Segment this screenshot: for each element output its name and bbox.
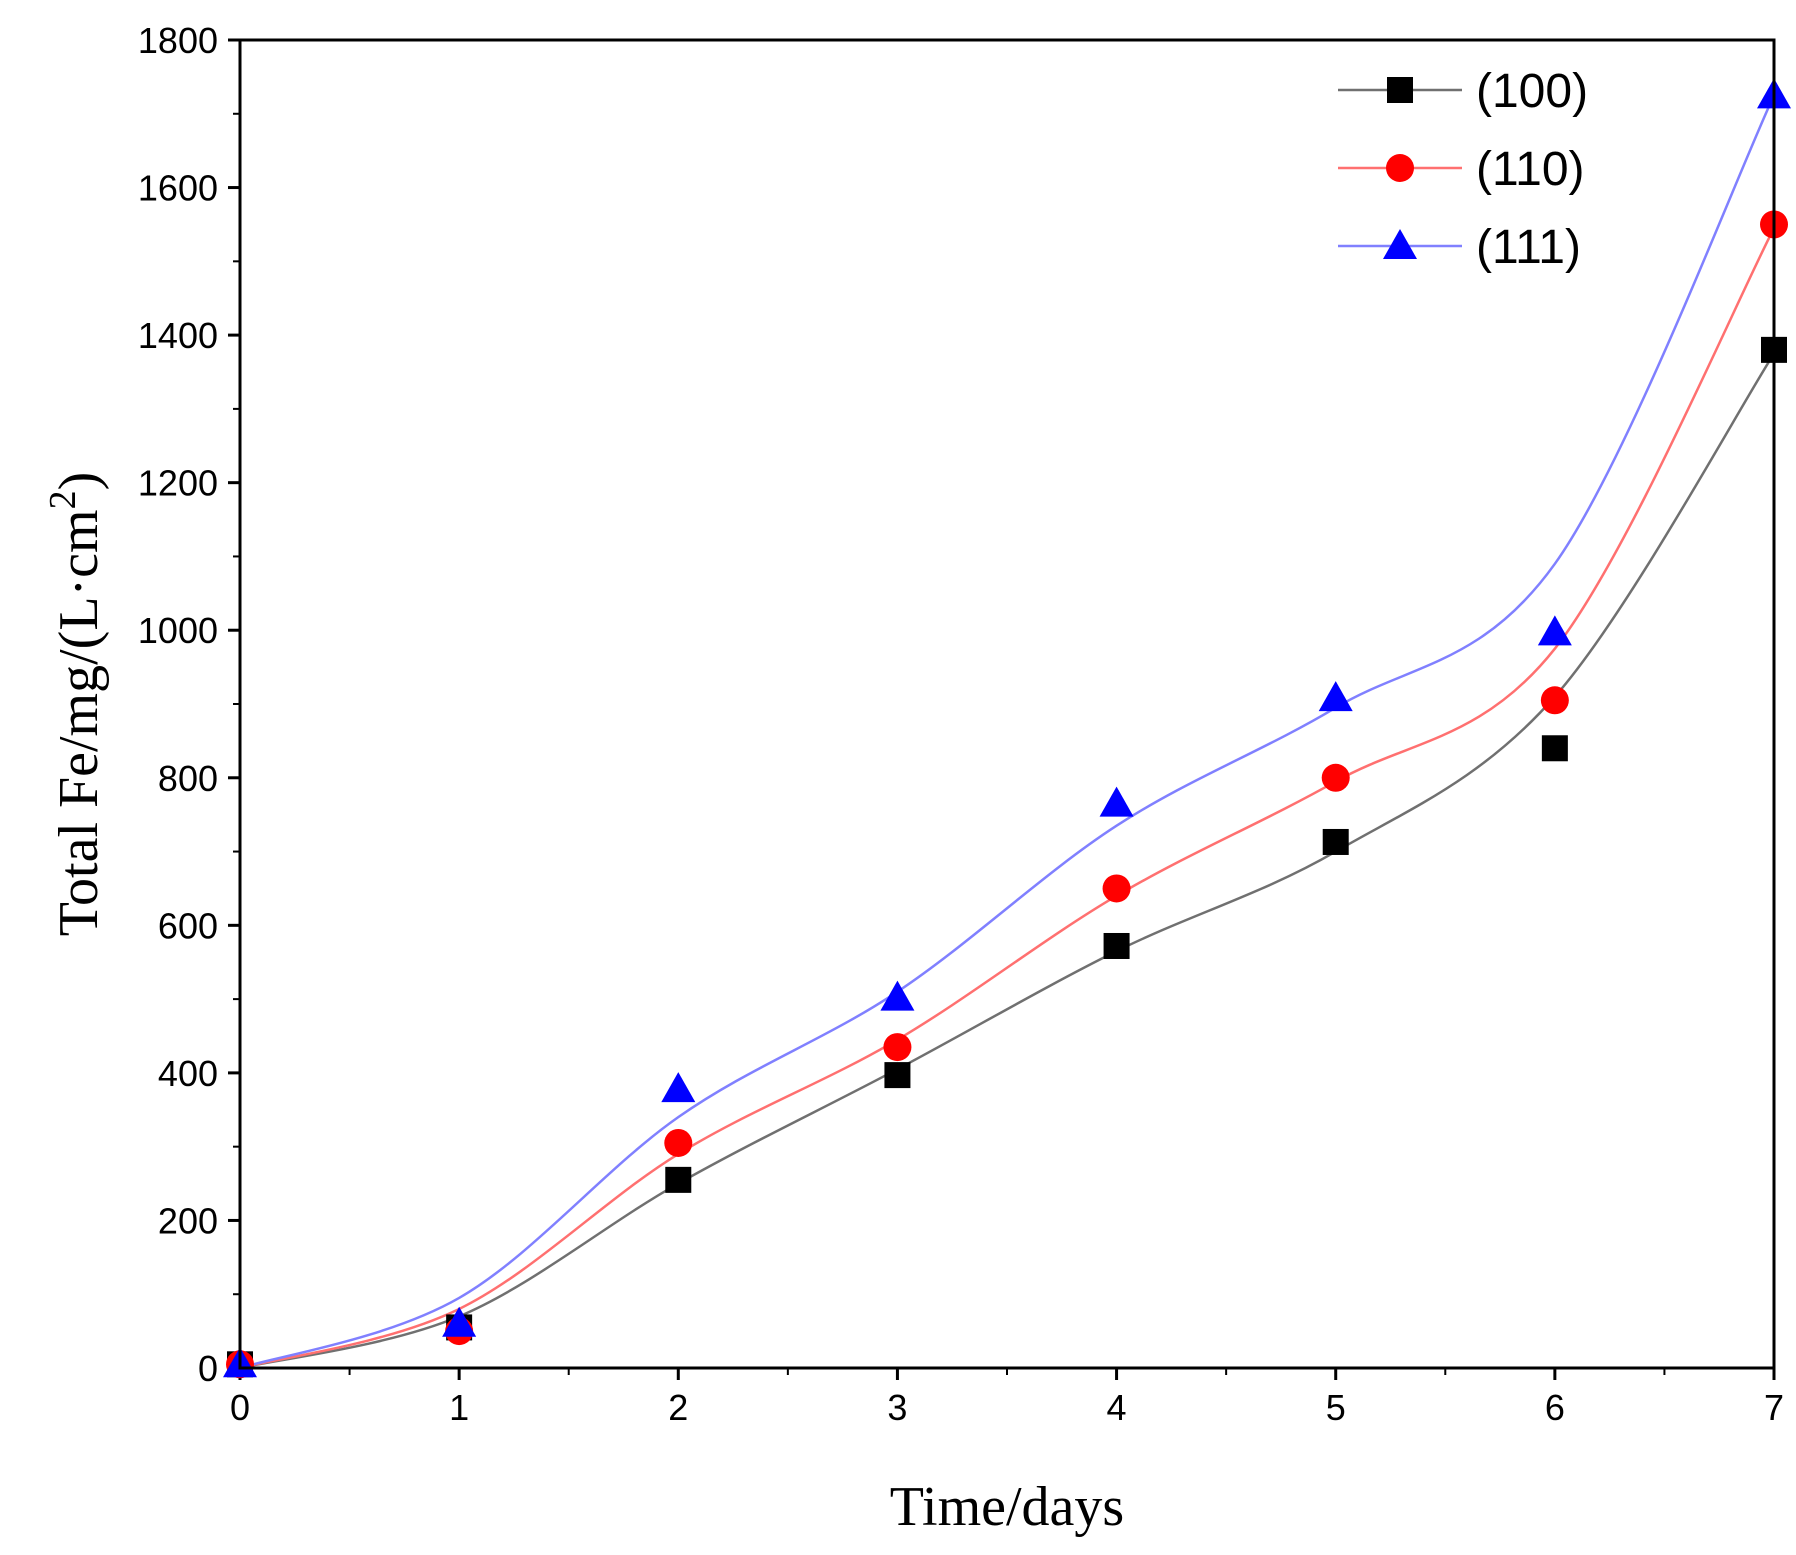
data-point-series-1 bbox=[1321, 763, 1350, 792]
x-axis-title: Time/days bbox=[890, 1476, 1124, 1538]
data-point-series-0 bbox=[1103, 932, 1130, 959]
plot-frame bbox=[238, 38, 1776, 1370]
data-point-series-2 bbox=[661, 1072, 696, 1103]
data-point-series-2 bbox=[1537, 615, 1572, 646]
legend-marker bbox=[1387, 77, 1413, 103]
y-tick-label: 1400 bbox=[138, 315, 218, 356]
fit-line-series-2 bbox=[239, 94, 1776, 1370]
data-point-series-0 bbox=[1322, 828, 1349, 855]
x-tick-label: 5 bbox=[1326, 1387, 1346, 1428]
fit-line-series-1 bbox=[239, 227, 1776, 1370]
y-tick-label: 200 bbox=[158, 1200, 218, 1241]
x-tick-label: 1 bbox=[449, 1387, 469, 1428]
x-tick-label: 6 bbox=[1545, 1387, 1565, 1428]
tick-labels: 0 1 2 3 4 5 6 7 0 200 400 600 800 1000 1200 1400 1600 180… bbox=[138, 20, 1784, 1428]
legend-marker bbox=[1383, 229, 1417, 259]
data-point-series-0 bbox=[665, 1166, 692, 1193]
y-tick-label: 1000 bbox=[138, 610, 218, 651]
y-tick-label: 800 bbox=[158, 758, 218, 799]
y-tick-label: 600 bbox=[158, 905, 218, 946]
legend-label: (100) bbox=[1476, 65, 1588, 118]
data-point-series-1 bbox=[1540, 686, 1569, 715]
data-point-series-1 bbox=[664, 1128, 693, 1157]
data-point-series-2 bbox=[1099, 786, 1134, 817]
data-point-series-0 bbox=[1541, 735, 1568, 762]
x-tick-label: 0 bbox=[230, 1387, 250, 1428]
data-point-series-2 bbox=[880, 980, 915, 1011]
x-tick-label: 7 bbox=[1764, 1387, 1784, 1428]
legend-label: (111) bbox=[1476, 221, 1581, 274]
y-axis-title-main: Total Fe/mg/(L·cm bbox=[48, 509, 110, 936]
data-point-series-0 bbox=[884, 1062, 911, 1089]
legend-label: (110) bbox=[1476, 143, 1585, 196]
data-point-series-2 bbox=[1318, 681, 1353, 712]
data-point-series-1 bbox=[883, 1033, 912, 1062]
y-axis-title-close: ) bbox=[48, 472, 110, 491]
data-markers bbox=[223, 78, 1791, 1379]
y-tick-label: 0 bbox=[198, 1348, 218, 1389]
y-axis-title: Total Fe/mg/(L·cm2) bbox=[42, 472, 110, 937]
y-tick-label: 1600 bbox=[138, 168, 218, 209]
x-tick-label: 3 bbox=[887, 1387, 907, 1428]
y-tick-label: 1200 bbox=[138, 463, 218, 504]
x-tick-label: 2 bbox=[668, 1387, 688, 1428]
y-axis-title-superscript: 2 bbox=[42, 490, 84, 509]
fit-line-series-0 bbox=[239, 352, 1776, 1370]
data-point-series-2 bbox=[442, 1306, 477, 1337]
y-tick-label: 1800 bbox=[138, 20, 218, 61]
fit-lines bbox=[239, 94, 1776, 1370]
y-tick-label: 400 bbox=[158, 1053, 218, 1094]
legend-marker bbox=[1386, 154, 1414, 182]
x-tick-label: 4 bbox=[1107, 1387, 1127, 1428]
data-point-series-1 bbox=[1102, 874, 1131, 903]
legend: (100) (110) (111) bbox=[1338, 65, 1588, 274]
